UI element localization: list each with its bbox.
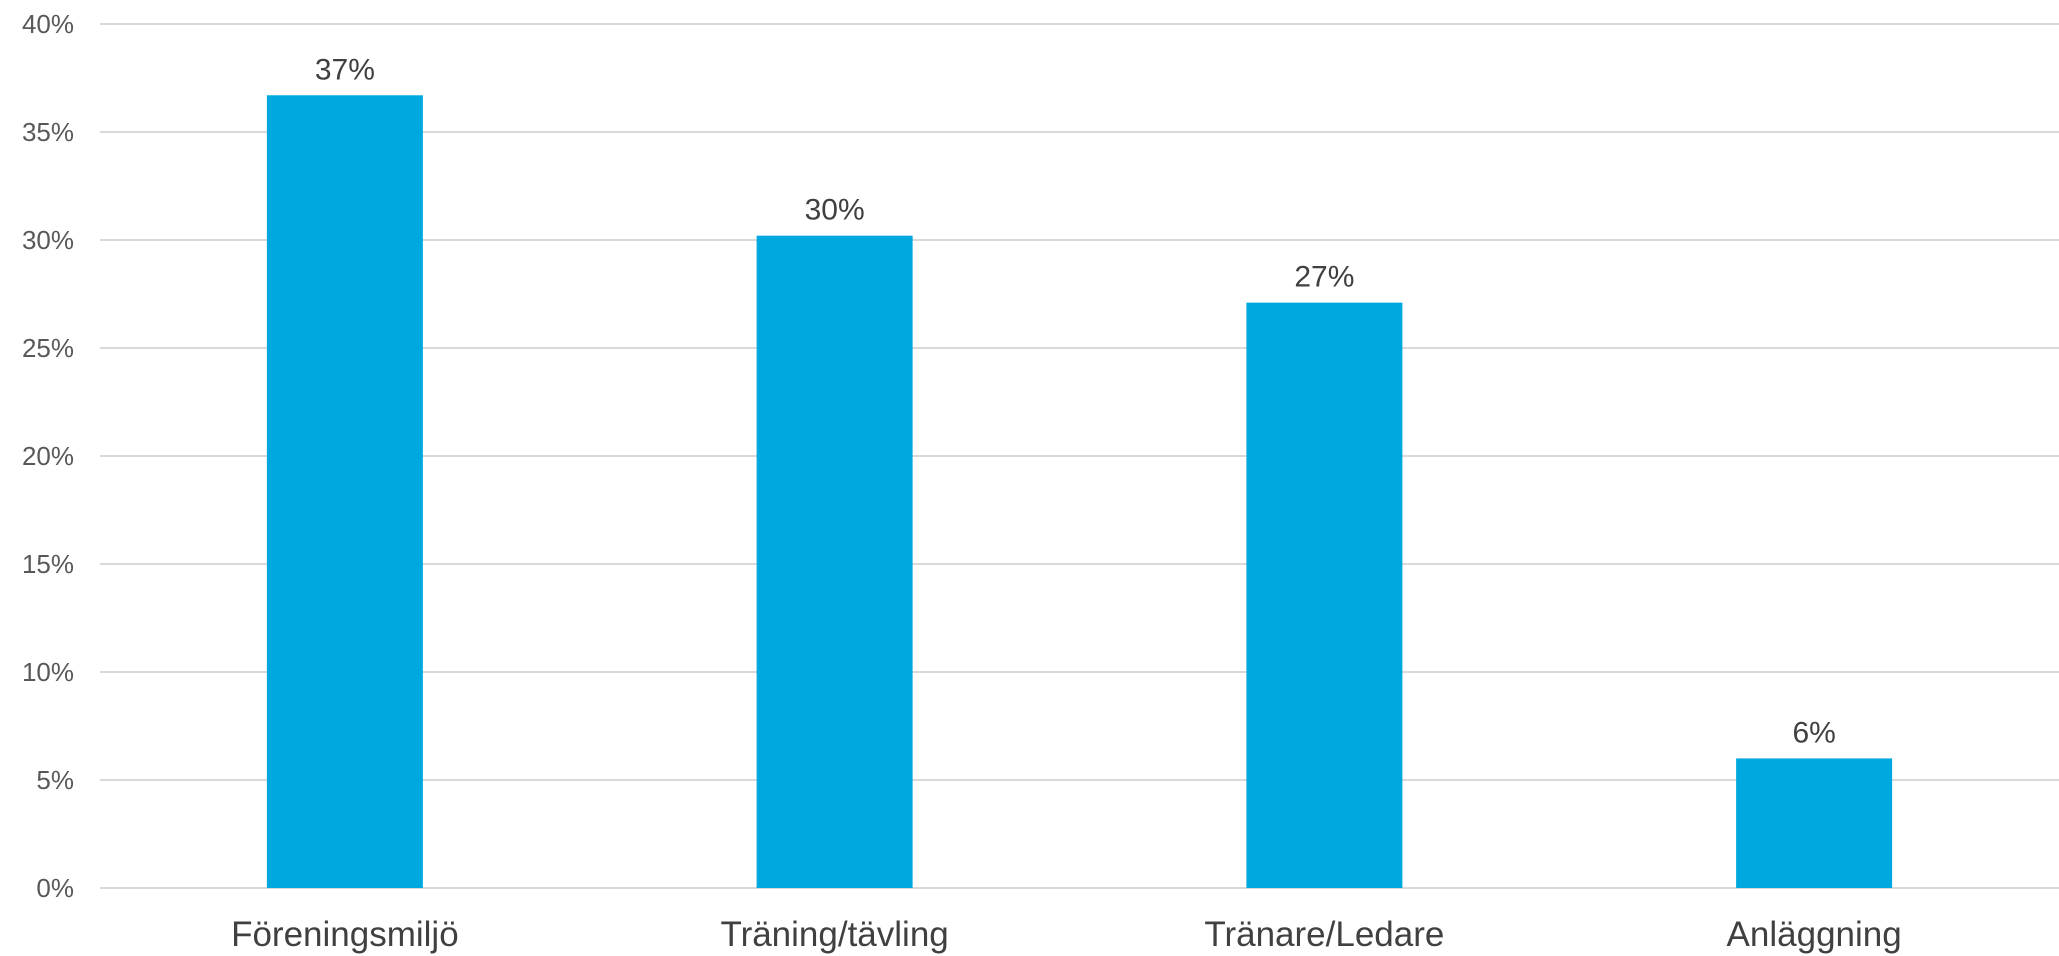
bar <box>1246 302 1403 888</box>
x-category-label: Tränare/Ledare <box>1204 915 1444 954</box>
bar <box>266 95 423 888</box>
bar <box>1736 758 1893 888</box>
bars <box>266 95 1893 888</box>
bar-value-label: 37% <box>315 53 375 86</box>
y-tick-label: 5% <box>36 765 74 795</box>
y-tick-label: 25% <box>22 333 74 363</box>
x-category-label: Föreningsmiljö <box>231 915 459 954</box>
y-axis-tick-labels: 0% 5% 10% 15% 20% 25% 30% 35% 40% <box>22 9 74 903</box>
y-tick-label: 10% <box>22 657 74 687</box>
y-tick-label: 40% <box>22 9 74 39</box>
y-tick-label: 0% <box>36 873 74 903</box>
x-category-label: Träning/tävling <box>720 915 948 954</box>
x-axis-category-labels: Föreningsmiljö Träning/tävling Tränare/Led… <box>231 915 1902 954</box>
y-tick-label: 20% <box>22 441 74 471</box>
bar-value-label: 27% <box>1294 261 1354 294</box>
bar-value-label: 6% <box>1792 716 1835 749</box>
y-tick-label: 30% <box>22 225 74 255</box>
bar <box>756 235 913 888</box>
y-tick-label: 35% <box>22 117 74 147</box>
y-tick-label: 15% <box>22 549 74 579</box>
data-labels: 37% 30% 27% 6% <box>315 53 1836 749</box>
x-category-label: Anläggning <box>1727 915 1902 954</box>
bar-value-label: 30% <box>805 194 865 227</box>
gridlines <box>100 23 2059 889</box>
